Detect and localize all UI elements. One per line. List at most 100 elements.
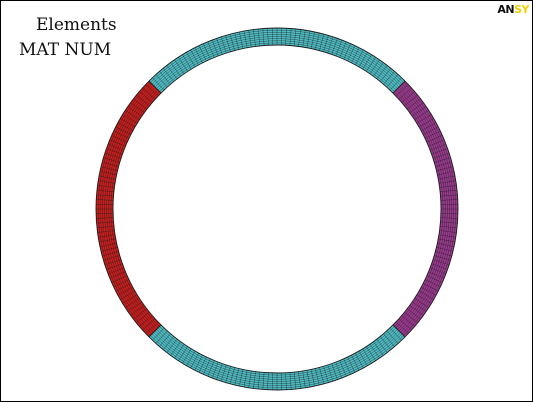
mesh-spoke-line bbox=[351, 47, 360, 63]
mesh-spoke-line bbox=[243, 30, 248, 48]
mesh-spoke-line bbox=[407, 308, 421, 320]
mesh-spoke-line bbox=[127, 301, 142, 312]
mesh-spoke-line bbox=[438, 238, 456, 243]
material-boundary-line bbox=[392, 80, 406, 94]
mesh-spoke-line bbox=[398, 87, 412, 100]
mesh-spoke-line bbox=[229, 367, 235, 384]
mesh-spoke-line bbox=[347, 45, 356, 62]
mesh-spoke-line bbox=[96, 194, 114, 197]
mesh-spoke-line bbox=[389, 327, 402, 341]
mesh-spoke-line bbox=[289, 28, 292, 46]
mesh-spoke-line bbox=[113, 279, 130, 288]
mesh-spoke-line bbox=[96, 225, 114, 229]
mesh-spoke-line bbox=[383, 71, 395, 85]
mesh-spoke-line bbox=[152, 77, 165, 91]
mesh-spoke-line bbox=[234, 32, 239, 50]
mesh-spoke-line bbox=[120, 290, 136, 300]
mesh-spoke-line bbox=[418, 290, 434, 300]
mesh-spoke-line bbox=[100, 166, 118, 171]
mesh-spoke-line bbox=[438, 180, 456, 184]
mesh-spoke-line bbox=[109, 271, 126, 279]
mesh-spoke-line bbox=[186, 52, 196, 68]
mesh-spoke-line bbox=[335, 39, 343, 56]
mesh-spoke-line bbox=[203, 43, 211, 60]
mesh-spoke-line bbox=[310, 31, 315, 49]
mesh-spoke-line bbox=[120, 118, 136, 128]
mesh-spoke-line bbox=[190, 49, 199, 65]
mesh-spoke-line bbox=[100, 247, 118, 252]
mesh-spoke-line bbox=[434, 255, 451, 261]
mesh-spoke-line bbox=[440, 194, 458, 197]
mesh-spoke-line bbox=[426, 135, 443, 143]
mesh-spoke-line bbox=[416, 294, 432, 304]
mesh-spoke-line bbox=[315, 32, 320, 50]
mesh-spoke-line bbox=[355, 49, 364, 65]
mesh-spoke-line bbox=[96, 217, 114, 219]
mesh-spoke-line bbox=[351, 355, 360, 371]
mesh-spoke-line bbox=[239, 369, 244, 387]
mesh-spoke-line bbox=[407, 98, 421, 110]
mesh-spoke-line bbox=[339, 360, 347, 377]
mesh-spoke-line bbox=[423, 283, 439, 292]
mesh-spoke-line bbox=[225, 366, 231, 383]
mesh-spoke-line bbox=[117, 122, 133, 131]
mesh-spoke-line bbox=[404, 94, 418, 106]
material-boundary-line bbox=[148, 80, 162, 94]
mesh-spoke-line bbox=[115, 126, 131, 135]
mesh-spoke-line bbox=[98, 175, 116, 180]
mesh-spoke-line bbox=[401, 91, 415, 103]
mesh-spoke-line bbox=[306, 370, 311, 388]
mesh-spoke-line bbox=[432, 259, 450, 266]
mesh-spoke-line bbox=[440, 225, 458, 229]
mesh-spoke-line bbox=[431, 263, 448, 270]
mesh-spoke-line bbox=[428, 271, 445, 279]
plot-subtitle: MAT NUM bbox=[19, 40, 112, 60]
mesh-spoke-line bbox=[369, 344, 380, 359]
mesh-spoke-line bbox=[162, 336, 174, 350]
mesh-spoke-line bbox=[426, 275, 443, 283]
mesh-spoke-line bbox=[97, 185, 115, 188]
mesh-spoke-line bbox=[248, 370, 252, 388]
mesh-spoke-line bbox=[102, 161, 119, 167]
mesh-spoke-line bbox=[323, 366, 329, 383]
mesh-spoke-line bbox=[376, 339, 388, 353]
mesh-spoke-line bbox=[127, 106, 142, 117]
mesh-spoke-line bbox=[298, 29, 301, 47]
mesh-spoke-line bbox=[383, 333, 395, 347]
mesh-spoke-line bbox=[331, 363, 338, 380]
mesh-spoke-line bbox=[343, 43, 351, 60]
mesh-spoke-line bbox=[211, 362, 219, 379]
material-boundary-line bbox=[392, 324, 406, 338]
mesh-spoke-line bbox=[438, 175, 456, 180]
mesh-spoke-line bbox=[306, 30, 311, 48]
mesh-spoke-line bbox=[431, 148, 448, 155]
mesh-spoke-line bbox=[194, 355, 203, 371]
mesh-spoke-line bbox=[98, 238, 116, 243]
mesh-spoke-line bbox=[440, 199, 458, 201]
mesh-spoke-line bbox=[159, 333, 171, 347]
mesh-spoke-line bbox=[404, 312, 418, 324]
mesh-spoke-line bbox=[152, 327, 165, 341]
mesh-spoke-line bbox=[248, 30, 252, 48]
mesh-spoke-line bbox=[139, 315, 153, 327]
mesh-spoke-line bbox=[155, 74, 168, 88]
mesh-spoke-line bbox=[136, 312, 150, 324]
mesh-spoke-line bbox=[409, 305, 424, 316]
mesh-spoke-line bbox=[302, 30, 306, 48]
mesh-grid-lines bbox=[95, 27, 459, 391]
mesh-spoke-line bbox=[339, 41, 347, 58]
mesh-spoke-line bbox=[347, 356, 356, 373]
mesh-spoke-line bbox=[302, 370, 306, 388]
mesh-spoke-line bbox=[102, 251, 119, 257]
mesh-spoke-line bbox=[386, 74, 399, 88]
mesh-spoke-line bbox=[229, 34, 235, 51]
mesh-spoke-line bbox=[418, 118, 434, 128]
mesh-spoke-line bbox=[216, 363, 223, 380]
mesh-spoke-line bbox=[257, 28, 261, 46]
mesh-spoke-line bbox=[315, 368, 320, 386]
mesh-spoke-line bbox=[262, 28, 265, 46]
mesh-spoke-line bbox=[440, 221, 458, 224]
mesh-spoke-line bbox=[298, 371, 301, 389]
